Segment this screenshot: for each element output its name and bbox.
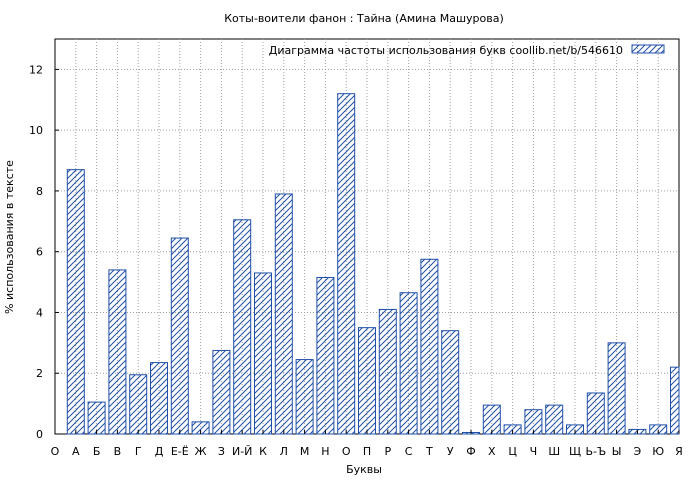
- x-axis-label: Буквы: [346, 463, 382, 476]
- bar-С: [399, 292, 418, 435]
- x-tick-label: Ь-Ъ: [585, 445, 606, 458]
- bar-Ш: [545, 404, 564, 435]
- x-tick-label: Т: [425, 445, 433, 458]
- bar-В: [108, 269, 127, 435]
- x-tick-label: Я: [675, 445, 683, 458]
- x-tick-label: Б: [93, 445, 101, 458]
- bar-М: [295, 359, 314, 435]
- y-tick-label: 2: [36, 367, 43, 380]
- legend: Диаграмма частоты использования букв coo…: [269, 44, 665, 57]
- x-tick-label: Х: [488, 445, 496, 458]
- y-tick-label: 10: [29, 124, 43, 137]
- bar-Я: [670, 366, 680, 435]
- bar-А: [66, 169, 85, 435]
- legend-label: Диаграмма частоты использования букв coo…: [269, 44, 623, 57]
- bar-Ь-Ъ: [586, 392, 605, 435]
- bar-И-Й: [233, 219, 252, 435]
- x-tick-label: Ж: [195, 445, 207, 458]
- y-tick-label: 12: [29, 63, 43, 76]
- y-tick-label: 6: [36, 246, 43, 259]
- x-tick-label: Н: [321, 445, 329, 458]
- x-tick-label: З: [218, 445, 225, 458]
- bar-П: [358, 327, 376, 435]
- x-tick-label: А: [72, 445, 80, 458]
- x-axis-ticks: О А Б В Г Д Е-Ё Ж З И-Й К Л М Н О П Р С Т У Ф Х Ц Ч Ш Щ Ь-Ъ Ы Э Ю Я: [51, 430, 683, 458]
- x-tick-label: Е-Ё: [171, 445, 189, 458]
- bar-Н: [316, 277, 335, 435]
- bar-К: [254, 272, 272, 435]
- x-tick-label: Д: [155, 445, 164, 458]
- bar-Ы: [607, 342, 626, 435]
- bar-О: [337, 93, 356, 435]
- bar-Д: [150, 362, 168, 435]
- x-tick-label: Л: [280, 445, 288, 458]
- bar-Х: [482, 404, 501, 435]
- x-tick-label: О: [51, 445, 60, 458]
- x-tick-label: П: [363, 445, 371, 458]
- x-tick-label: Г: [135, 445, 142, 458]
- x-tick-label: С: [405, 445, 413, 458]
- bar-Л: [274, 193, 293, 435]
- x-tick-label: Ф: [466, 445, 475, 458]
- x-tick-label: В: [114, 445, 122, 458]
- y-axis-ticks: 0 2 4 6 8 10 12: [29, 63, 59, 441]
- legend-swatch: [631, 44, 665, 54]
- bar-У: [441, 330, 460, 435]
- y-tick-label: 0: [36, 428, 43, 441]
- x-tick-label: И-Й: [232, 445, 252, 458]
- x-tick-label: Ю: [652, 445, 664, 458]
- x-tick-label: О: [342, 445, 351, 458]
- x-tick-label: Р: [384, 445, 391, 458]
- x-tick-label: М: [300, 445, 310, 458]
- y-axis-label: % использования в тексте: [3, 160, 16, 314]
- bars: [66, 93, 680, 435]
- x-tick-label: Ш: [548, 445, 560, 458]
- chart-title: Коты-воители фанон : Тайна (Амина Машуро…: [224, 12, 504, 25]
- x-tick-label: У: [447, 445, 454, 458]
- y-tick-label: 4: [36, 306, 43, 319]
- bar-Г: [129, 374, 148, 435]
- x-tick-label: Ч: [530, 445, 538, 458]
- x-tick-label: К: [259, 445, 267, 458]
- bar-Т: [420, 258, 439, 435]
- x-tick-label: Э: [634, 445, 642, 458]
- x-tick-label: Ц: [508, 445, 517, 458]
- bar-Б: [87, 401, 106, 435]
- x-tick-label: Щ: [569, 445, 581, 458]
- y-tick-label: 8: [36, 185, 43, 198]
- x-tick-label: Ы: [612, 445, 622, 458]
- bar-Е-Ё: [170, 237, 189, 435]
- bar-Р: [378, 308, 397, 435]
- bar-З: [212, 349, 231, 435]
